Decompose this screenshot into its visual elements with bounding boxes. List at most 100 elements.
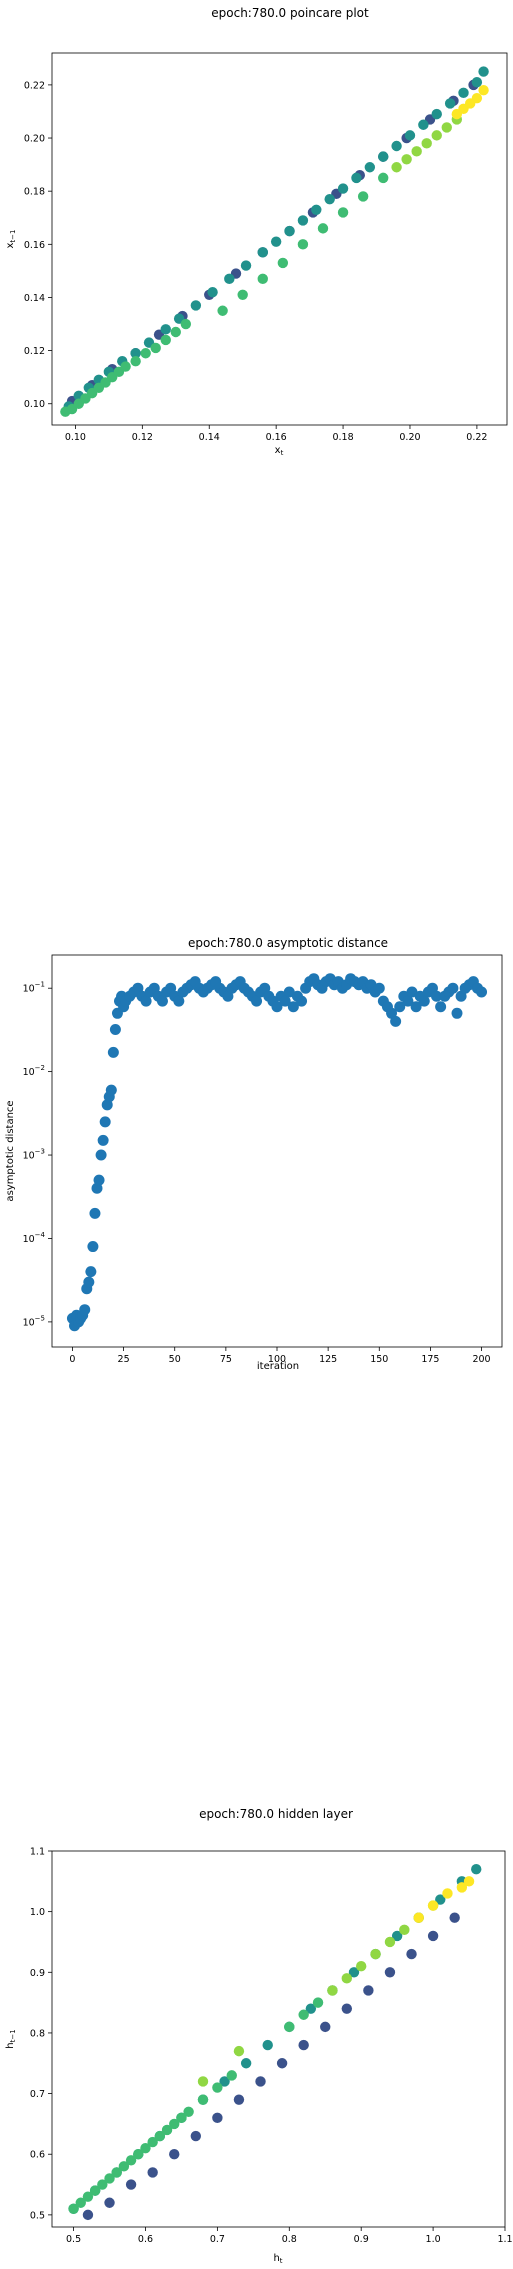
data-point	[75, 2197, 86, 2208]
data-point	[207, 286, 218, 298]
axis-ticks: 0 25 50 75 100 125 150 175 200 10−5 10−4 10−3 10−2 10…	[23, 981, 491, 1365]
data-point	[99, 1116, 111, 1128]
data-point	[476, 986, 488, 998]
data-point	[378, 172, 389, 184]
data-point	[411, 146, 422, 157]
data-point	[118, 2161, 130, 2172]
data-point	[240, 2058, 252, 2069]
data-point	[97, 1134, 109, 1146]
data-point	[341, 1973, 353, 1984]
data-point	[284, 225, 295, 237]
data-point	[441, 122, 452, 133]
data-point	[413, 1912, 424, 1923]
data-point	[390, 1015, 402, 1027]
data-point	[287, 1001, 299, 1013]
data-point	[68, 2203, 79, 2215]
data-point	[320, 2021, 331, 2033]
chart-title: epoch:780.0 asymptotic distance	[188, 936, 388, 950]
data-point	[169, 2149, 180, 2160]
data-point	[111, 2167, 122, 2178]
y-tick-label: 0.18	[24, 187, 45, 198]
data-point	[421, 138, 432, 149]
data-point	[170, 326, 181, 338]
y-tick-label: 0.8	[30, 2028, 45, 2039]
data-point	[391, 1930, 403, 1942]
data-point	[456, 1882, 468, 1893]
data-point	[125, 2179, 137, 2190]
data-point	[147, 2136, 158, 2148]
y-tick-label: 0.20	[24, 134, 45, 145]
x-tick-label: 1.1	[497, 2234, 512, 2245]
data-point	[262, 2039, 273, 2051]
data-point	[237, 289, 248, 300]
x-tick-label: 150	[370, 1354, 388, 1365]
data-point	[406, 1948, 417, 1960]
data-point	[82, 2191, 94, 2202]
data-point	[458, 87, 469, 99]
data-point	[406, 986, 418, 998]
data-point	[240, 260, 252, 271]
data-point	[140, 995, 152, 1007]
data-point	[197, 2076, 209, 2087]
data-point	[125, 2155, 137, 2166]
y-tick-label: 0.16	[24, 240, 45, 251]
data-point	[105, 1084, 117, 1096]
data-point	[183, 2106, 194, 2117]
data-point	[156, 995, 168, 1007]
x-tick-label: 0.20	[399, 432, 420, 443]
x-tick-label: 0.9	[354, 2234, 369, 2245]
data-point	[257, 247, 268, 258]
data-point	[426, 982, 438, 994]
data-point	[271, 1001, 283, 1013]
data-point	[341, 2003, 353, 2014]
data-point	[133, 2149, 144, 2160]
data-point	[311, 204, 322, 215]
data-point	[363, 1985, 374, 1996]
data-point	[176, 2112, 187, 2124]
x-tick-label: 0.7	[210, 2234, 225, 2245]
data-point	[224, 273, 235, 285]
data-point	[431, 130, 442, 141]
data-point	[348, 1967, 360, 1978]
data-point	[226, 2070, 237, 2081]
data-point	[212, 2082, 223, 2093]
data-point	[444, 98, 456, 109]
plot-frame	[51, 52, 508, 426]
data-point	[161, 2124, 173, 2136]
data-point	[455, 990, 467, 1002]
data-point	[147, 2167, 158, 2178]
data-point	[279, 995, 291, 1007]
data-point	[93, 1174, 105, 1186]
hidden-layer-panel: epoch:780.0 hidden layer 0.5 0.6 0.7 0.8 0.9…	[0, 1800, 513, 2269]
x-tick-label: 0.8	[282, 2234, 297, 2245]
data-point	[270, 236, 282, 247]
data-point	[173, 995, 185, 1007]
data-point	[435, 1001, 447, 1013]
data-point	[104, 2197, 115, 2208]
data-point	[120, 361, 131, 372]
x-tick-label: 0.12	[132, 432, 153, 443]
data-point	[391, 140, 402, 152]
data-point	[104, 2173, 115, 2184]
data-point	[197, 2094, 209, 2105]
data-point	[471, 77, 483, 88]
data-point	[378, 151, 389, 162]
data-point	[357, 191, 369, 202]
data-point	[140, 348, 151, 359]
data-point	[355, 1961, 367, 1972]
data-point	[222, 990, 234, 1002]
data-point	[165, 982, 177, 994]
data-point	[154, 2130, 166, 2142]
data-point	[190, 300, 202, 311]
data-point	[431, 108, 442, 120]
data-point	[435, 1894, 446, 1905]
data-point	[471, 92, 483, 104]
data-point	[109, 1023, 121, 1035]
data-point	[463, 1876, 475, 1887]
data-point	[97, 2179, 108, 2190]
data-point	[180, 318, 192, 330]
axis-ticks: 0.5 0.6 0.7 0.8 0.9 1.0 1.1 0.5 0.6 0.7 0.8 0.9 1.0 1…	[30, 1847, 513, 2246]
x-axis-label: ht	[273, 2253, 282, 2265]
x-tick-label: 0.14	[199, 432, 220, 443]
data-point	[297, 215, 309, 226]
